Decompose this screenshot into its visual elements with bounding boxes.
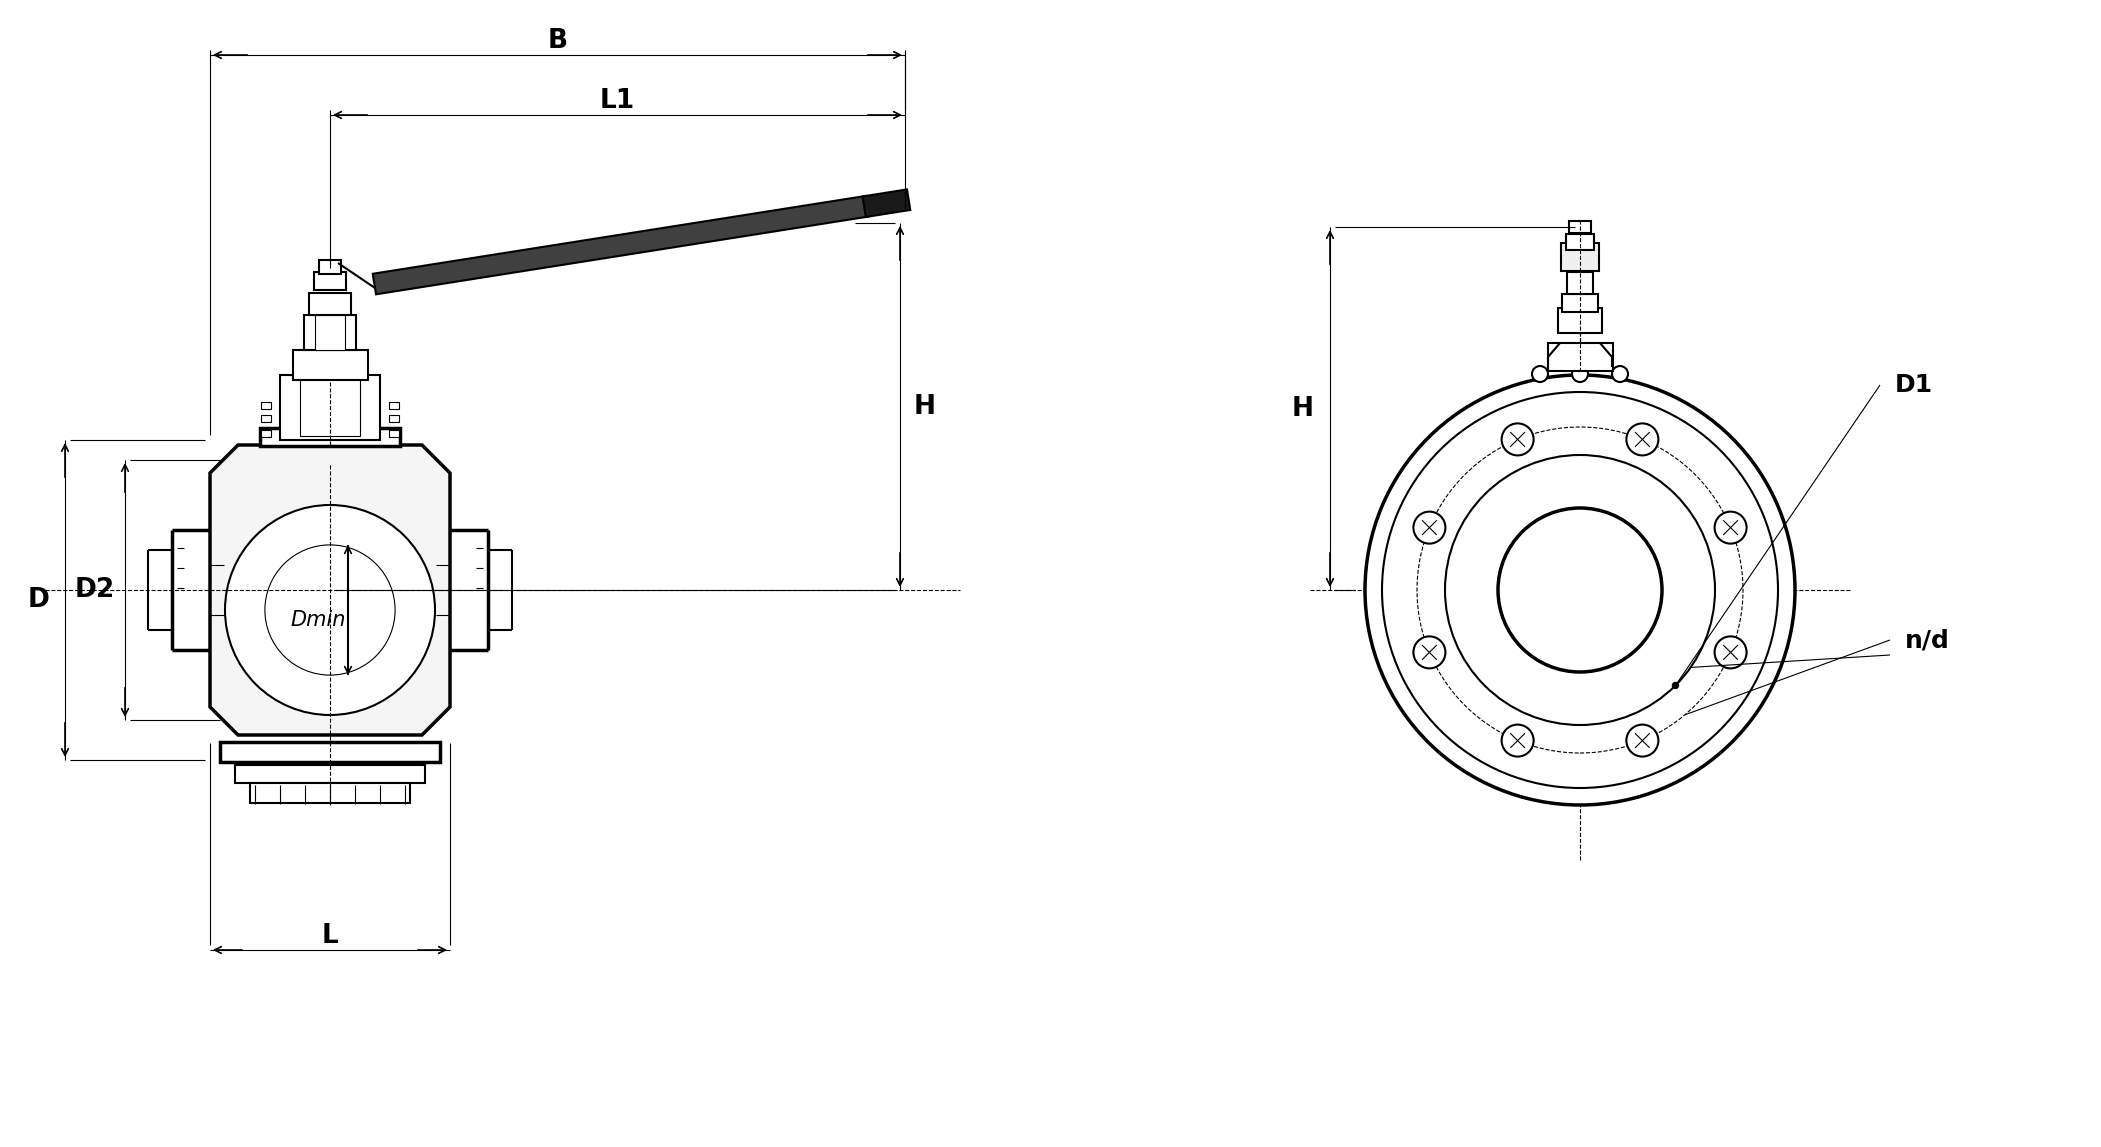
Bar (319, 260, 340, 274)
Circle shape (1498, 508, 1662, 672)
Polygon shape (372, 196, 870, 295)
Polygon shape (864, 189, 910, 217)
Circle shape (1572, 366, 1588, 382)
Text: H: H (1292, 396, 1313, 421)
Text: D2: D2 (76, 577, 116, 603)
Bar (300, 379, 359, 436)
Text: D1: D1 (1895, 373, 1933, 397)
Bar (261, 414, 271, 421)
Bar (261, 401, 271, 408)
Bar (1559, 307, 1601, 333)
Bar (315, 315, 345, 350)
Circle shape (225, 505, 435, 715)
Bar (235, 765, 424, 783)
Text: B: B (548, 28, 567, 54)
Text: L: L (321, 923, 338, 949)
Bar (292, 350, 368, 380)
Bar (261, 428, 399, 446)
Circle shape (1714, 512, 1746, 544)
Circle shape (1445, 455, 1714, 725)
Bar (1561, 243, 1599, 271)
Bar (1565, 234, 1595, 250)
Circle shape (1416, 427, 1744, 752)
Circle shape (1532, 366, 1548, 382)
Text: H: H (914, 393, 937, 420)
Circle shape (1502, 725, 1534, 757)
Text: n/d: n/d (1906, 629, 1950, 651)
Bar (389, 401, 399, 408)
Circle shape (1414, 637, 1445, 669)
Circle shape (1414, 512, 1445, 544)
Circle shape (1672, 682, 1679, 688)
Bar (313, 272, 347, 290)
Bar (1548, 343, 1611, 370)
Bar (1561, 294, 1599, 312)
Bar (1567, 272, 1593, 294)
Polygon shape (210, 445, 450, 735)
Bar (261, 429, 271, 437)
Circle shape (1714, 637, 1746, 669)
Text: D: D (27, 587, 48, 612)
Bar (305, 315, 355, 350)
Bar (389, 414, 399, 421)
Bar (250, 783, 410, 803)
Bar (1569, 221, 1590, 233)
Circle shape (1626, 725, 1658, 757)
Circle shape (265, 545, 395, 676)
Text: Dmin: Dmin (290, 610, 347, 630)
Bar (279, 375, 380, 440)
Circle shape (1626, 423, 1658, 455)
Bar (389, 429, 399, 437)
Circle shape (1502, 423, 1534, 455)
Bar (309, 292, 351, 315)
Circle shape (1382, 392, 1777, 788)
Bar (221, 742, 439, 762)
Text: L1: L1 (601, 88, 635, 114)
Circle shape (1611, 366, 1628, 382)
Circle shape (1366, 375, 1794, 805)
